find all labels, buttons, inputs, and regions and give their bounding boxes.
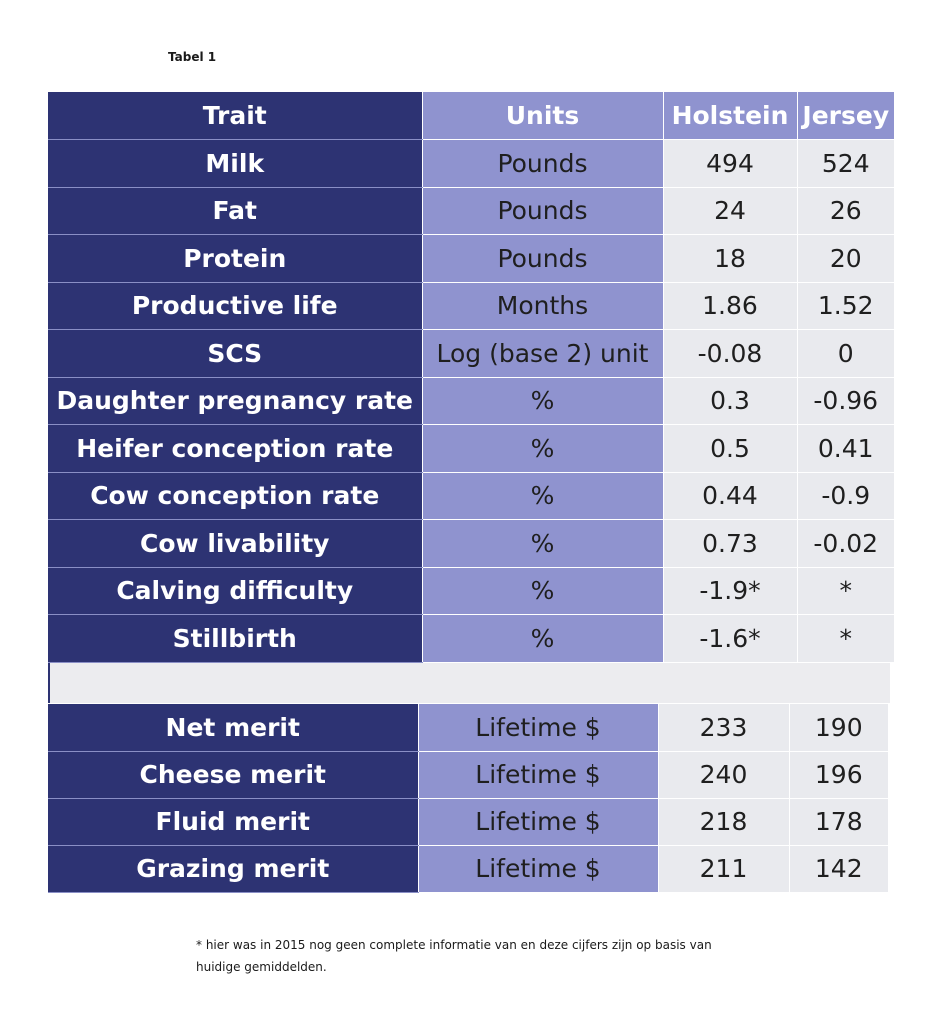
table-row: Heifer conception rate % 0.5 0.41	[48, 424, 894, 473]
units-cell: Lifetime $	[417, 751, 658, 799]
units-cell: Pounds	[421, 139, 663, 188]
holstein-cell: -1.9*	[662, 567, 797, 615]
trait-cell: Protein	[48, 234, 422, 283]
jersey-cell: 178	[788, 798, 888, 846]
footnote: * hier was in 2015 nog geen complete inf…	[196, 934, 836, 978]
jersey-cell: *	[796, 614, 894, 663]
holstein-cell: 240	[657, 751, 789, 799]
header-holstein: Holstein	[662, 92, 797, 140]
trait-cell: Milk	[48, 139, 422, 188]
holstein-cell: -1.6*	[662, 614, 797, 663]
jersey-cell: 142	[788, 845, 888, 893]
units-cell: Lifetime $	[417, 798, 658, 846]
merit-table: Net merit Lifetime $ 233 190 Cheese meri…	[48, 704, 888, 893]
units-cell: %	[421, 377, 663, 425]
header-trait: Trait	[48, 92, 422, 140]
holstein-cell: 0.44	[662, 472, 797, 520]
table-row: Milk Pounds 494 524	[48, 139, 894, 188]
trait-cell: Stillbirth	[48, 614, 422, 663]
units-cell: Log (base 2) unit	[421, 329, 663, 378]
merit-cell: Grazing merit	[48, 845, 418, 893]
holstein-cell: 24	[662, 187, 797, 235]
jersey-cell: -0.02	[796, 519, 894, 568]
units-cell: Pounds	[421, 187, 663, 235]
units-cell: Pounds	[421, 234, 663, 283]
units-cell: %	[421, 614, 663, 663]
table-gap-edge	[48, 663, 50, 703]
table-row: Daughter pregnancy rate % 0.3 -0.96	[48, 377, 894, 425]
jersey-cell: 26	[796, 187, 894, 235]
table-header-row: Trait Units Holstein Jersey	[48, 92, 894, 140]
holstein-cell: 211	[657, 845, 789, 893]
trait-cell: Fat	[48, 187, 422, 235]
merit-cell: Net merit	[48, 704, 418, 752]
table-row: Productive life Months 1.86 1.52	[48, 282, 894, 330]
header-units: Units	[421, 92, 663, 140]
holstein-cell: 0.5	[662, 424, 797, 473]
jersey-cell: *	[796, 567, 894, 615]
table-row: Cow livability % 0.73 -0.02	[48, 519, 894, 568]
trait-cell: Cow conception rate	[48, 472, 422, 520]
holstein-cell: -0.08	[662, 329, 797, 378]
holstein-cell: 0.3	[662, 377, 797, 425]
jersey-cell: 0.41	[796, 424, 894, 473]
trait-cell: Cow livability	[48, 519, 422, 568]
table-gap-band	[48, 663, 890, 703]
table-row: Cheese merit Lifetime $ 240 196	[48, 751, 888, 799]
trait-cell: Daughter pregnancy rate	[48, 377, 422, 425]
jersey-cell: 190	[788, 704, 888, 752]
trait-cell: Heifer conception rate	[48, 424, 422, 473]
table-row: Stillbirth % -1.6* *	[48, 614, 894, 663]
jersey-cell: 0	[796, 329, 894, 378]
trait-cell: Calving difficulty	[48, 567, 422, 615]
jersey-cell: -0.9	[796, 472, 894, 520]
units-cell: %	[421, 424, 663, 473]
units-cell: %	[421, 519, 663, 568]
table-row: Fat Pounds 24 26	[48, 187, 894, 235]
holstein-cell: 494	[662, 139, 797, 188]
table-row: Fluid merit Lifetime $ 218 178	[48, 798, 888, 846]
table-row: Grazing merit Lifetime $ 211 142	[48, 845, 888, 893]
table-caption: Tabel 1	[168, 50, 217, 64]
jersey-cell: 1.52	[796, 282, 894, 330]
table-row: Net merit Lifetime $ 233 190	[48, 704, 888, 752]
jersey-cell: -0.96	[796, 377, 894, 425]
units-cell: %	[421, 472, 663, 520]
holstein-cell: 0.73	[662, 519, 797, 568]
units-cell: Months	[421, 282, 663, 330]
units-cell: Lifetime $	[417, 845, 658, 893]
header-jersey: Jersey	[796, 92, 894, 140]
table-row: SCS Log (base 2) unit -0.08 0	[48, 329, 894, 378]
footnote-line-2: huidige gemiddelden.	[196, 960, 327, 974]
trait-cell: SCS	[48, 329, 422, 378]
traits-table: Trait Units Holstein Jersey Milk Pounds …	[48, 92, 894, 663]
units-cell: %	[421, 567, 663, 615]
merit-cell: Cheese merit	[48, 751, 418, 799]
table-row: Protein Pounds 18 20	[48, 234, 894, 283]
footnote-line-1: * hier was in 2015 nog geen complete inf…	[196, 938, 712, 952]
merit-cell: Fluid merit	[48, 798, 418, 846]
holstein-cell: 1.86	[662, 282, 797, 330]
jersey-cell: 524	[796, 139, 894, 188]
jersey-cell: 196	[788, 751, 888, 799]
holstein-cell: 18	[662, 234, 797, 283]
units-cell: Lifetime $	[417, 704, 658, 752]
jersey-cell: 20	[796, 234, 894, 283]
trait-cell: Productive life	[48, 282, 422, 330]
holstein-cell: 233	[657, 704, 789, 752]
table-row: Cow conception rate % 0.44 -0.9	[48, 472, 894, 520]
table-row: Calving difficulty % -1.9* *	[48, 567, 894, 615]
holstein-cell: 218	[657, 798, 789, 846]
